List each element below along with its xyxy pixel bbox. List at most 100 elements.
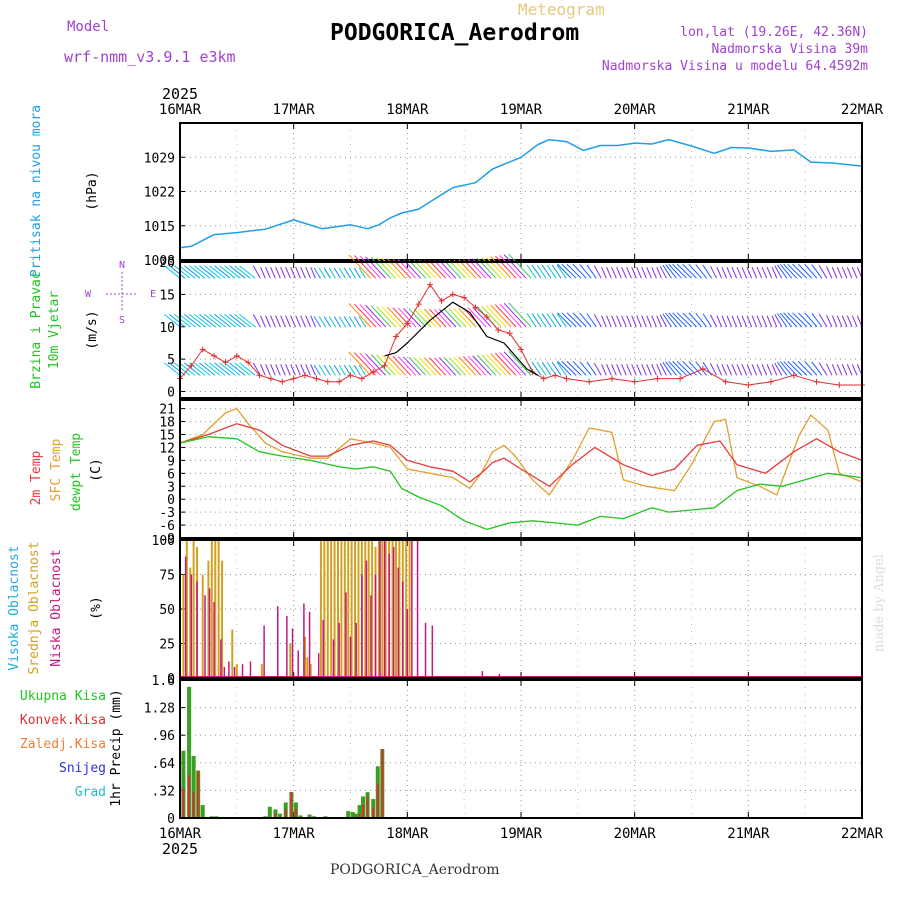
- wind-barb: [204, 362, 221, 376]
- x-tick-label-top: 16MAR: [159, 102, 202, 118]
- mid-cloud-bar: [210, 540, 213, 678]
- compass-west: W: [85, 289, 92, 300]
- wind-barb: [260, 266, 266, 279]
- low-cloud-bar: [345, 592, 347, 678]
- wind-barb: [601, 315, 607, 327]
- wind-barb: [305, 364, 311, 376]
- wind-barb: [333, 316, 341, 328]
- wind-barb: [831, 266, 838, 279]
- cloud-unit: (%): [89, 596, 104, 619]
- wind-barb: [651, 364, 657, 376]
- wind-barb: [343, 364, 351, 376]
- wind-barb: [702, 313, 712, 328]
- wind-gust-marker: [324, 378, 331, 385]
- wind-barb: [546, 361, 557, 376]
- wind-barb: [313, 316, 321, 328]
- wind-gust-marker: [745, 382, 752, 389]
- mid-cloud-bar: [333, 540, 336, 678]
- wind-barb: [586, 264, 597, 279]
- wind-barb: [536, 313, 547, 328]
- y-tick-label: 21: [159, 403, 175, 418]
- wind-barb: [472, 355, 492, 376]
- mid-cloud-bar: [384, 540, 387, 678]
- wind-barb: [676, 312, 692, 328]
- wind-barb: [318, 316, 326, 328]
- wind-barb: [688, 361, 702, 376]
- wind-barb: [204, 313, 221, 328]
- wind-barb: [811, 361, 823, 376]
- wind-barb: [443, 308, 462, 328]
- precip-total-bar: [181, 750, 186, 818]
- year-label-bottom: 2025: [162, 840, 198, 858]
- wind-barb: [354, 255, 376, 279]
- mid-cloud-bar: [405, 540, 408, 678]
- wind-barb: [546, 313, 557, 328]
- wind-barb: [503, 254, 527, 279]
- wind-barb: [709, 314, 718, 327]
- y-tick-label: 18: [159, 416, 175, 431]
- wind-barb: [593, 314, 602, 328]
- wind-barb: [606, 364, 612, 376]
- wind-barb: [668, 361, 682, 376]
- wind-gust-marker: [245, 359, 252, 366]
- wind-barb: [606, 266, 612, 279]
- wind-barb: [323, 316, 331, 328]
- wind-barb: [370, 256, 391, 279]
- wind-gust-marker: [608, 375, 615, 382]
- mid-cloud-bar: [309, 664, 312, 678]
- wind-barb: [439, 357, 457, 376]
- mid-cloud-bar: [319, 540, 322, 678]
- mid-cloud-bar: [371, 540, 374, 678]
- mid-cloud-bar: [185, 540, 188, 678]
- wind-barb: [716, 364, 723, 376]
- wind-barb: [636, 266, 642, 279]
- wind-barb: [467, 355, 487, 376]
- wind-barb: [265, 315, 271, 327]
- elevation-label: Nadmorska Visina 39m: [711, 42, 868, 57]
- wind-barb: [214, 265, 231, 279]
- wind-barb: [408, 308, 427, 328]
- mid-cloud-label: Srednja Oblacnost: [27, 541, 42, 674]
- wind-barb: [476, 354, 497, 376]
- wind-barb: [688, 312, 702, 328]
- y-tick-label: 0: [167, 493, 175, 508]
- low-cloud-bar: [379, 540, 381, 678]
- x-tick-label-bottom: 16MAR: [159, 826, 202, 842]
- wind-barb: [636, 315, 642, 327]
- wind-barb: [741, 266, 748, 279]
- wind-speed-line: [384, 301, 539, 376]
- precip-total-bar: [191, 755, 196, 818]
- wind-barb: [668, 312, 682, 328]
- wind-barb: [682, 263, 697, 279]
- wind-barb: [370, 305, 391, 328]
- wind-barb: [593, 265, 602, 279]
- y-tick-label: 1008: [144, 254, 175, 269]
- precip-convective-bar: [188, 774, 191, 818]
- mid-cloud-bar: [326, 540, 329, 678]
- wind-barb: [199, 265, 216, 279]
- wind-barb: [408, 259, 427, 279]
- wind-barb: [333, 364, 341, 376]
- wind-barb: [169, 313, 186, 328]
- wind-barb: [771, 266, 778, 279]
- precip-total-bar: [346, 811, 351, 818]
- wind-barb: [779, 312, 793, 328]
- y-tick-label: 50: [159, 603, 175, 618]
- precip-total-bar: [187, 686, 192, 818]
- wind-gust-marker: [267, 375, 274, 382]
- precip-convective-bar: [197, 770, 200, 818]
- y-tick-label: -9: [159, 532, 175, 547]
- wind-barb: [536, 264, 547, 279]
- wind-gust-marker: [699, 365, 706, 372]
- low-cloud-bar: [332, 639, 335, 678]
- wind-barb: [672, 361, 687, 376]
- precip-legend-label: Zaledj.Kisa: [20, 737, 106, 752]
- wind-barb: [359, 304, 381, 328]
- x-tick-label-bottom: 17MAR: [273, 826, 316, 842]
- wind-barb: [490, 304, 512, 328]
- wind-barb: [656, 315, 662, 327]
- wind-barb: [448, 259, 467, 279]
- wind-barb: [397, 356, 417, 376]
- low-cloud-bar: [196, 581, 198, 678]
- wind-barb: [328, 364, 336, 376]
